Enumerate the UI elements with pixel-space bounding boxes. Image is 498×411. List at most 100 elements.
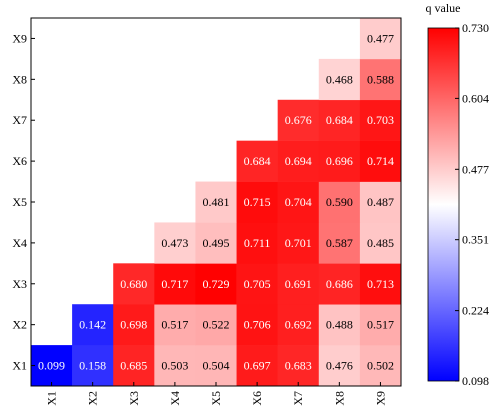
cell-value-label: 0.680 <box>120 277 147 291</box>
heatmap-cell-x5-x1 <box>195 345 237 387</box>
colorbar-tick-label: 0.730 <box>462 21 489 35</box>
heatmap-cell-x7-x1 <box>277 345 320 387</box>
cell-value-label: 0.487 <box>367 195 394 209</box>
colorbar-tick-label: 0.604 <box>462 91 489 105</box>
cell-value-label: 0.705 <box>244 277 271 291</box>
cell-value-label: 0.704 <box>285 195 312 209</box>
heatmap-cell-x6-x1 <box>236 345 278 387</box>
colorbar-tick-label: 0.224 <box>462 304 489 318</box>
heatmap-cell-x8-x5 <box>318 181 361 223</box>
cell-value-label: 0.590 <box>326 195 353 209</box>
cell-value-label: 0.488 <box>326 318 353 332</box>
cell-value-label: 0.468 <box>326 72 353 86</box>
cell-value-label: 0.142 <box>79 318 106 332</box>
cell-value-label: 0.692 <box>285 318 312 332</box>
heatmap-cell-x3-x1 <box>113 345 155 387</box>
y-tick-label: X7 <box>12 113 27 127</box>
heatmap-cell-x9-x7 <box>359 99 402 141</box>
x-tick-label: X1 <box>45 391 59 406</box>
colorbar-tick-label: 0.351 <box>462 233 489 247</box>
heatmap-cell-x8-x8 <box>318 58 361 101</box>
heatmap-cell-x1-x1 <box>31 345 73 387</box>
heatmap-cell-x7-x2 <box>277 304 320 346</box>
colorbar-ticks: 0.730 0.604 0.477 0.351 0.224 0.098 <box>455 21 489 388</box>
cell-value-label: 0.703 <box>367 113 394 127</box>
heatmap-cell-x6-x6 <box>236 140 278 182</box>
cell-value-label: 0.684 <box>244 154 271 168</box>
cell-value-label: 0.686 <box>326 277 353 291</box>
heatmap-cell-x8-x1 <box>318 345 361 387</box>
cell-value-label: 0.522 <box>203 318 230 332</box>
heatmap-cell-x9-x2 <box>359 304 402 346</box>
heatmap-cell-x8-x4 <box>318 222 361 264</box>
cell-value-label: 0.691 <box>285 277 312 291</box>
x-tick-label: X2 <box>86 391 100 406</box>
cell-value-label: 0.701 <box>285 236 312 250</box>
y-tick-label: X5 <box>12 195 27 209</box>
colorbar <box>427 27 460 382</box>
cell-value-label: 0.696 <box>326 154 353 168</box>
cell-value-label: 0.504 <box>203 359 230 373</box>
cell-value-label: 0.684 <box>326 113 353 127</box>
cell-value-label: 0.477 <box>367 31 394 45</box>
cell-value-label: 0.729 <box>203 277 230 291</box>
heatmap-cell-x4-x1 <box>154 345 196 387</box>
heatmap-cell-x7-x6 <box>277 140 320 182</box>
cell-value-label: 0.676 <box>285 113 312 127</box>
cell-value-label: 0.698 <box>120 318 147 332</box>
heatmap-cell-x7-x4 <box>277 222 320 264</box>
cell-value-label: 0.495 <box>203 236 230 250</box>
heatmap-cell-x8-x7 <box>318 99 361 141</box>
heatmap-cell-x5-x2 <box>195 304 237 346</box>
cell-value-label: 0.715 <box>244 195 271 209</box>
heatmap-cells: 0.099 0.158 0.685 0.503 0.504 0.697 0.683 0.476… <box>31 18 402 387</box>
cell-value-label: 0.717 <box>161 277 188 291</box>
y-tick-label: X4 <box>12 236 27 250</box>
cell-value-label: 0.473 <box>161 236 188 250</box>
x-axis: X1 X2 X3 X4 X5 X6 X7 X8 X9 <box>45 382 387 406</box>
cell-value-label: 0.706 <box>244 318 271 332</box>
heatmap-cell-x6-x5 <box>236 181 278 223</box>
x-tick-label: X7 <box>291 391 305 406</box>
heatmap-cell-x4-x4 <box>154 222 196 264</box>
heatmap-cell-x9-x8 <box>359 58 402 101</box>
heatmap-cell-x8-x6 <box>318 140 361 182</box>
heatmap-cell-x9-x3 <box>359 263 402 305</box>
heatmap-cell-x7-x3 <box>277 263 320 305</box>
colorbar-title: q value <box>426 1 461 15</box>
cell-value-label: 0.697 <box>244 359 271 373</box>
x-tick-label: X4 <box>168 391 182 406</box>
x-tick-label: X3 <box>127 391 141 406</box>
y-tick-label: X3 <box>12 277 27 291</box>
cell-value-label: 0.588 <box>367 72 394 86</box>
cell-value-label: 0.694 <box>285 154 312 168</box>
cell-value-label: 0.517 <box>161 318 188 332</box>
heatmap-cell-x6-x3 <box>236 263 278 305</box>
x-tick-label: X5 <box>209 391 223 406</box>
heatmap-cell-x4-x3 <box>154 263 196 305</box>
y-tick-label: X6 <box>12 154 27 168</box>
cell-value-label: 0.714 <box>367 154 394 168</box>
x-tick-label: X6 <box>250 391 264 406</box>
heatmap-cell-x5-x5 <box>195 181 237 223</box>
cell-value-label: 0.481 <box>203 195 230 209</box>
heatmap-cell-x8-x3 <box>318 263 361 305</box>
heatmap-cell-x4-x2 <box>154 304 196 346</box>
heatmap-cell-x5-x4 <box>195 222 237 264</box>
heatmap-cell-x3-x3 <box>113 263 155 305</box>
cell-value-label: 0.711 <box>244 236 271 250</box>
y-tick-label: X9 <box>12 31 27 45</box>
cell-value-label: 0.502 <box>367 359 394 373</box>
colorbar-tick-label: 0.477 <box>462 162 489 176</box>
heatmap-cell-x9-x4 <box>359 222 402 264</box>
y-tick-label: X2 <box>12 318 27 332</box>
colorbar-tick-label: 0.098 <box>462 374 489 388</box>
cell-value-label: 0.517 <box>367 318 394 332</box>
cell-value-label: 0.476 <box>326 359 353 373</box>
heatmap-cell-x9-x5 <box>359 181 402 223</box>
heatmap-cell-x7-x5 <box>277 181 320 223</box>
heatmap-cell-x6-x2 <box>236 304 278 346</box>
cell-value-label: 0.713 <box>367 277 394 291</box>
heatmap-cell-x3-x2 <box>113 304 155 346</box>
